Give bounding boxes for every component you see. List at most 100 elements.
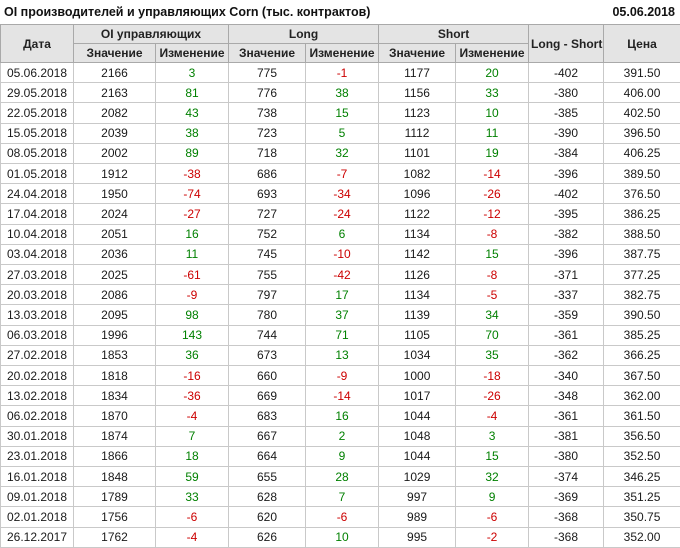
short-value-cell: 1082 [378, 163, 457, 185]
oi-value-cell: 1950 [73, 183, 156, 205]
group-header-row: Дата OI управляющих Long Short Long - Sh… [0, 24, 680, 63]
date-cell: 06.03.2018 [0, 324, 74, 346]
table-body: 05.06.2018 2166 3 775 -1 1177 20 -402 391.50 29.0… [0, 61, 680, 548]
short-value-cell: 1044 [378, 445, 457, 468]
long-change-cell: -42 [305, 264, 380, 286]
date-cell: 13.02.2018 [0, 385, 74, 407]
date-cell: 05.06.2018 [0, 61, 74, 84]
long-short-cell: -384 [528, 142, 605, 165]
table-header: Дата OI управляющих Long Short Long - Sh… [0, 24, 680, 63]
subheader-long-value: Значение [228, 43, 307, 63]
long-value-cell: 673 [228, 344, 307, 367]
price-cell: 385.25 [603, 324, 680, 346]
oi-value-cell: 2051 [73, 223, 156, 245]
column-header-date: Дата [0, 24, 74, 63]
date-cell: 30.01.2018 [0, 425, 74, 447]
long-short-cell: -359 [528, 304, 605, 326]
short-value-cell: 1000 [378, 365, 457, 387]
long-value-cell: 723 [228, 122, 307, 144]
long-value-cell: 755 [228, 264, 307, 286]
date-cell: 03.04.2018 [0, 243, 74, 266]
date-cell: 17.04.2018 [0, 203, 74, 225]
group-header-oi: OI управляющих [72, 24, 230, 44]
long-short-cell: -374 [528, 466, 605, 488]
long-value-cell: 669 [228, 385, 307, 407]
oi-change-cell: 81 [154, 82, 230, 104]
short-change-cell: -4 [455, 405, 530, 427]
long-value-cell: 776 [228, 82, 307, 104]
long-short-cell: -402 [528, 61, 605, 84]
short-value-cell: 1105 [378, 324, 457, 346]
oi-change-cell: 143 [154, 324, 230, 346]
short-value-cell: 1126 [378, 264, 457, 286]
oi-change-cell: 33 [154, 486, 230, 508]
date-cell: 29.05.2018 [0, 82, 74, 104]
long-change-cell: 37 [305, 304, 380, 326]
short-change-cell: 34 [455, 304, 530, 326]
long-short-cell: -362 [528, 344, 605, 367]
oi-value-cell: 1996 [73, 324, 156, 346]
date-cell: 09.01.2018 [0, 486, 74, 508]
short-value-cell: 1096 [378, 183, 457, 205]
subheader-short-change: Изменение [455, 43, 530, 63]
short-change-cell: 10 [455, 102, 530, 124]
short-value-cell: 995 [378, 526, 457, 548]
cot-data-table: Дата OI управляющих Long Short Long - Sh… [0, 24, 680, 548]
table-row: 02.01.2018 1756 -6 620 -6 989 -6 -368 350.75 [0, 506, 680, 528]
price-cell: 387.75 [603, 243, 680, 266]
long-short-cell: -396 [528, 243, 605, 266]
long-short-cell: -361 [528, 324, 605, 346]
short-value-cell: 1139 [378, 304, 457, 326]
long-change-cell: 16 [305, 405, 380, 427]
oi-value-cell: 1853 [73, 344, 156, 367]
oi-change-cell: -16 [154, 365, 230, 387]
table-row: 10.04.2018 2051 16 752 6 1134 -8 -382 388.50 [0, 223, 680, 245]
short-change-cell: -26 [455, 385, 530, 407]
date-cell: 08.05.2018 [0, 142, 74, 165]
short-change-cell: -2 [455, 526, 530, 548]
short-change-cell: 15 [455, 445, 530, 468]
oi-change-cell: 18 [154, 445, 230, 468]
short-change-cell: -8 [455, 223, 530, 245]
date-cell: 24.04.2018 [0, 183, 74, 205]
short-change-cell: 3 [455, 425, 530, 447]
date-cell: 10.04.2018 [0, 223, 74, 245]
long-change-cell: 10 [305, 526, 380, 548]
date-cell: 27.02.2018 [0, 344, 74, 367]
price-cell: 350.75 [603, 506, 680, 528]
oi-change-cell: 38 [154, 122, 230, 144]
short-change-cell: -8 [455, 264, 530, 286]
sub-header-row: Значение Изменение Значение Изменение Зн… [1, 43, 680, 63]
long-value-cell: 745 [228, 243, 307, 266]
short-change-cell: 70 [455, 324, 530, 346]
table-row: 06.02.2018 1870 -4 683 16 1044 -4 -361 361.50 [0, 405, 680, 427]
short-value-cell: 1112 [378, 122, 457, 144]
oi-change-cell: 98 [154, 304, 230, 326]
table-row: 13.03.2018 2095 98 780 37 1139 34 -359 390.50 [0, 304, 680, 326]
long-value-cell: 686 [228, 163, 307, 185]
oi-value-cell: 1789 [73, 486, 156, 508]
long-change-cell: 28 [305, 466, 380, 488]
long-change-cell: 15 [305, 102, 380, 124]
long-change-cell: -14 [305, 385, 380, 407]
short-value-cell: 1134 [378, 284, 457, 306]
date-cell: 20.02.2018 [0, 365, 74, 387]
table-row: 16.01.2018 1848 59 655 28 1029 32 -374 346.25 [0, 466, 680, 488]
long-change-cell: 32 [305, 142, 380, 165]
price-cell: 406.25 [603, 142, 680, 165]
long-value-cell: 797 [228, 284, 307, 306]
long-value-cell: 744 [228, 324, 307, 346]
table-row: 27.03.2018 2025 -61 755 -42 1126 -8 -371 377.25 [0, 264, 680, 286]
price-cell: 382.75 [603, 284, 680, 306]
short-change-cell: -5 [455, 284, 530, 306]
short-value-cell: 1029 [378, 466, 457, 488]
date-cell: 22.05.2018 [0, 102, 74, 124]
price-cell: 366.25 [603, 344, 680, 367]
table-row: 30.01.2018 1874 7 667 2 1048 3 -381 356.50 [0, 425, 680, 447]
long-short-cell: -368 [528, 526, 605, 548]
subheader-oi-value: Значение [73, 43, 156, 63]
date-cell: 15.05.2018 [0, 122, 74, 144]
price-cell: 351.25 [603, 486, 680, 508]
long-short-cell: -348 [528, 385, 605, 407]
page-title: OI производителей и управляющих Corn (ты… [4, 5, 371, 19]
